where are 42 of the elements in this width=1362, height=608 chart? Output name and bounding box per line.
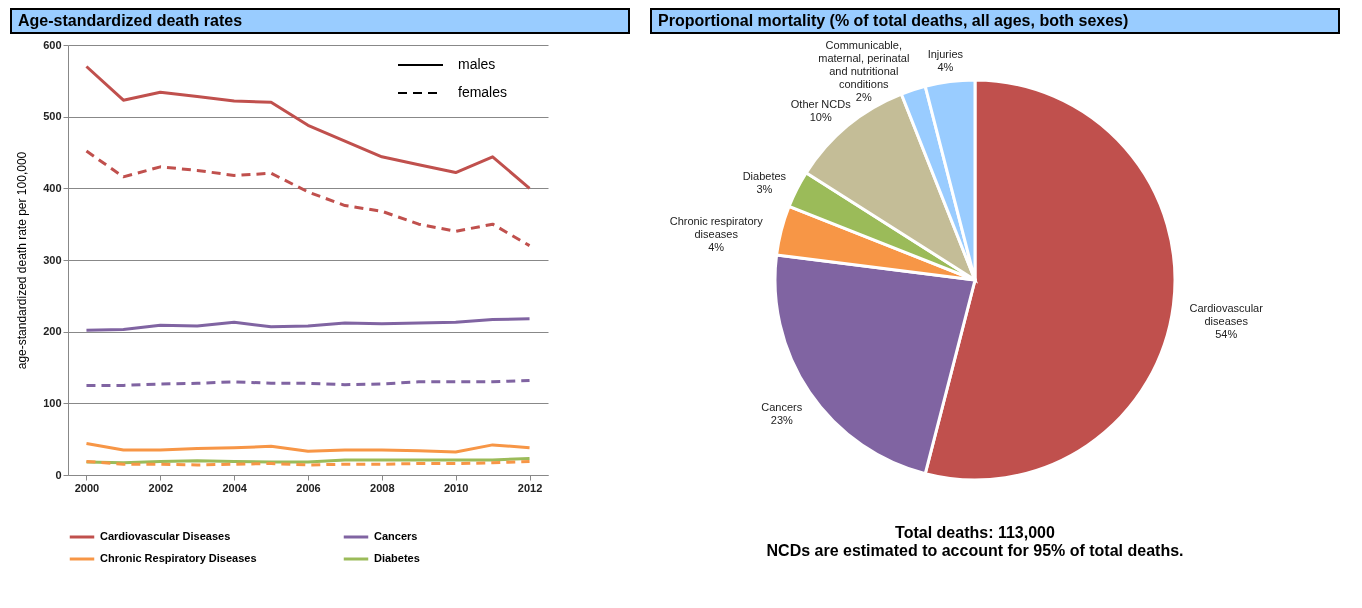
data-label: 4% [937,60,954,73]
chart-title: Proportional mortality (% of total deaths, all ages, both sexes) [650,8,1340,34]
x-tick-label: 2010 [443,481,469,494]
slice-label: Chronic respiratory diseases [669,214,764,240]
slice-label: Injuries [927,47,964,60]
x-tick-label: 2000 [74,481,100,494]
y-tick-label: 200 [43,325,62,338]
annotation: females [458,84,508,100]
text: Total deaths: 113,000 [895,524,1055,541]
slice-label: Other NCDs [790,98,852,111]
y-tick-label: 500 [43,110,62,123]
legend-label: Chronic Respiratory Diseases [100,552,257,564]
y-tick-label: 0 [55,468,62,481]
slice-label: Cancers [761,400,803,413]
x-tick-label: 2004 [222,481,248,494]
y-tick-label: 600 [43,38,62,51]
slice-label: Diabetes [742,169,787,182]
y-tick-label: 100 [43,396,62,409]
data-label: 10% [809,111,832,124]
data-label: 3% [756,182,773,195]
legend-label: Cardiovascular Diseases [100,530,231,542]
slice-label: Communicable, maternal, perinatal and nutritional conditions [818,38,910,90]
x-tick-label: 2008 [370,481,395,494]
x-tick-label: 2006 [296,481,321,494]
slice-label: Cardiovascular diseases [1189,302,1264,328]
y-tick-label: 300 [43,253,62,266]
x-tick-label: 2012 [517,481,543,494]
x-tick-label: 2002 [148,481,174,494]
data-label: 23% [770,413,794,426]
data-label: 54% [1215,328,1238,341]
text: NCDs are estimated to account for 95% of total deaths. [766,542,1184,559]
y-axis-title: age-standardized death rate per 100,000 [15,151,30,370]
data-label: 2% [855,90,872,103]
line-series [84,149,532,248]
data-label: 4% [708,240,725,253]
annotation: males [458,56,496,72]
line-series [84,441,532,454]
line-series [84,317,532,332]
legend-label: Cancers [374,530,418,542]
legend-label: Diabetes [374,552,420,564]
y-tick-label: 400 [43,181,62,194]
chart-title: Age-standardized death rates [10,8,630,34]
